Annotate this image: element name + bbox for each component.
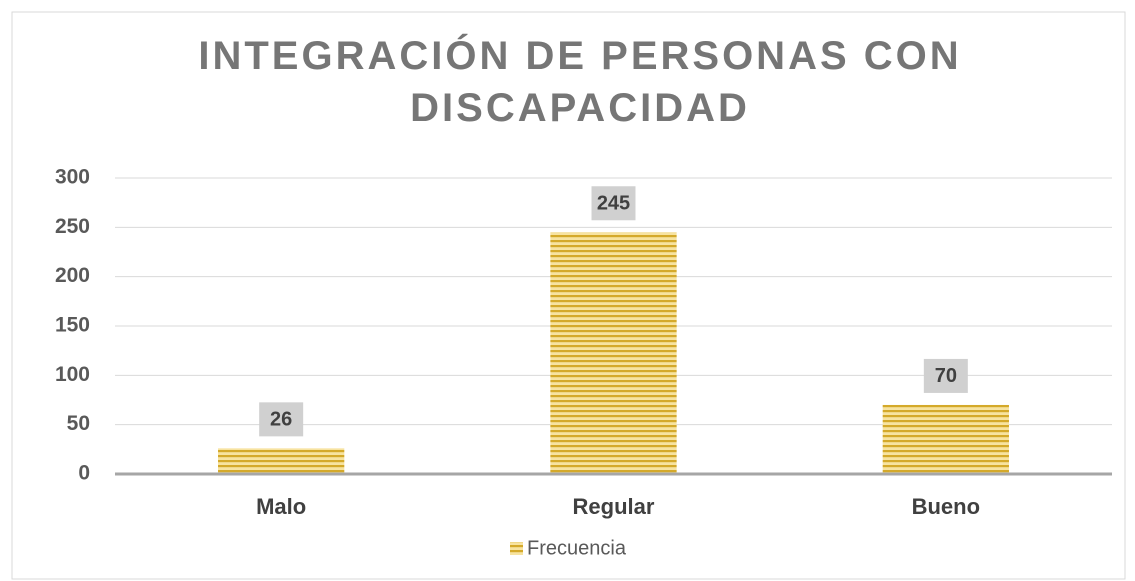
data-label: 26 <box>270 409 292 431</box>
y-tick-label: 0 <box>78 462 90 485</box>
legend-swatch <box>510 542 523 555</box>
bar <box>218 448 345 474</box>
bar <box>550 232 677 474</box>
chart-title: INTEGRACIÓN DE PERSONAS CON DISCAPACIDAD <box>198 34 962 130</box>
x-tick-label: Malo <box>256 494 306 519</box>
data-label: 245 <box>597 193 630 215</box>
bar <box>882 404 1009 474</box>
x-tick-label: Regular <box>573 494 655 519</box>
y-tick-label: 100 <box>55 363 90 386</box>
y-tick-label: 200 <box>55 264 90 287</box>
data-label-bg <box>923 358 968 393</box>
legend-label: Frecuencia <box>527 537 627 559</box>
data-label: 70 <box>935 365 957 387</box>
x-tick-label: Bueno <box>912 494 980 519</box>
y-tick-label: 50 <box>67 412 90 435</box>
data-label-bg <box>259 402 304 437</box>
y-tick-label: 150 <box>55 314 90 337</box>
chart-border <box>11 11 1126 580</box>
data-label-bg <box>591 186 636 221</box>
y-tick-label: 250 <box>55 215 90 238</box>
y-tick-label: 300 <box>55 166 90 189</box>
